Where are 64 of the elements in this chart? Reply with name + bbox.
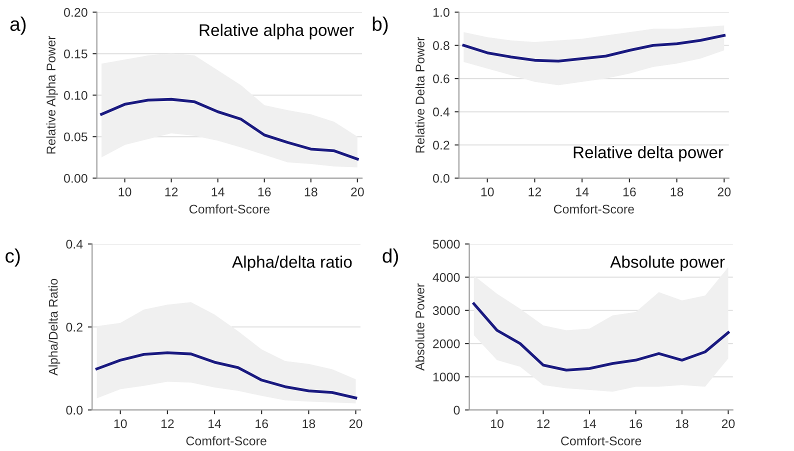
y-axis-title: Alpha/Delta Ratio xyxy=(48,278,60,376)
text: b) xyxy=(372,16,388,35)
line-series xyxy=(472,302,730,372)
x-axis-title: Comfort-Score xyxy=(189,204,270,214)
x-tick-label: 16 xyxy=(623,188,636,196)
y-tick-label: 1000 xyxy=(433,372,460,382)
x-tick-label: 20 xyxy=(722,419,735,428)
x-tick-label: 12 xyxy=(161,419,174,428)
text: Alpha/delta ratio xyxy=(232,256,352,272)
x-tick-label: 14 xyxy=(212,188,224,196)
text: d) xyxy=(382,248,398,267)
text: a) xyxy=(10,16,26,35)
y-tick-label: 0.20 xyxy=(64,8,88,17)
x-tick-label: 10 xyxy=(114,419,127,428)
line-series xyxy=(462,34,726,63)
x-tick-label: 18 xyxy=(302,419,316,428)
y-tick-label: 0.2 xyxy=(66,322,82,332)
y-tick-label: 0.0 xyxy=(433,174,450,183)
text: Relative alpha power xyxy=(200,24,354,40)
y-tick-label: 0.2 xyxy=(433,140,450,150)
x-tick-label: 16 xyxy=(258,188,271,196)
text: Absolute power xyxy=(610,256,725,272)
y-tick-label: 0.0 xyxy=(66,406,83,415)
x-tick-label: 10 xyxy=(118,188,132,196)
x-tick-label: 18 xyxy=(670,188,684,196)
y-tick-label: 0.6 xyxy=(433,74,450,84)
y-tick-label: 0.00 xyxy=(64,174,88,183)
y-tick-label: 3000 xyxy=(432,306,460,316)
x-tick-label: 16 xyxy=(256,419,268,428)
x-tick-label: 12 xyxy=(537,419,550,428)
y-tick-label: 0.4 xyxy=(66,240,83,249)
line-series xyxy=(95,351,358,400)
x-tick-label: 16 xyxy=(630,419,642,428)
y-tick-label: 4000 xyxy=(432,272,460,282)
y-axis-title: Relative Alpha Power xyxy=(46,36,58,154)
x-axis-title: Comfort-Score xyxy=(554,204,634,214)
y-tick-label: 0.4 xyxy=(433,108,450,116)
x-tick-label: 10 xyxy=(491,419,504,428)
y-tick-label: 0.15 xyxy=(64,49,88,58)
x-tick-label: 20 xyxy=(351,188,364,196)
y-tick-label: 0.10 xyxy=(64,90,88,100)
x-tick-label: 20 xyxy=(349,419,362,428)
x-tick-label: 18 xyxy=(676,419,688,428)
y-axis-title: Absolute Power xyxy=(415,283,424,371)
y-axis-title: Relative Delta Power xyxy=(415,37,425,152)
text: c) xyxy=(6,248,20,267)
y-tick-label: 0.05 xyxy=(64,132,88,142)
y-tick-label: 0.8 xyxy=(433,41,450,50)
x-tick-label: 12 xyxy=(165,188,178,196)
x-axis-title: Comfort-Score xyxy=(561,436,642,446)
x-tick-label: 14 xyxy=(208,419,222,428)
x-tick-label: 18 xyxy=(304,188,318,196)
x-tick-label: 12 xyxy=(528,188,542,196)
y-tick-label: 0 xyxy=(454,406,460,415)
x-tick-label: 14 xyxy=(576,188,589,196)
y-tick-label: 5000 xyxy=(432,240,460,249)
line-series xyxy=(100,98,359,160)
x-tick-label: 10 xyxy=(481,188,494,196)
text: Relative delta power xyxy=(574,146,724,162)
x-axis-title: Comfort-Score xyxy=(186,436,266,446)
y-tick-label: 1.0 xyxy=(433,8,450,17)
x-tick-label: 14 xyxy=(584,419,596,428)
y-tick-label: 2000 xyxy=(433,339,460,348)
x-tick-label: 20 xyxy=(718,188,731,196)
